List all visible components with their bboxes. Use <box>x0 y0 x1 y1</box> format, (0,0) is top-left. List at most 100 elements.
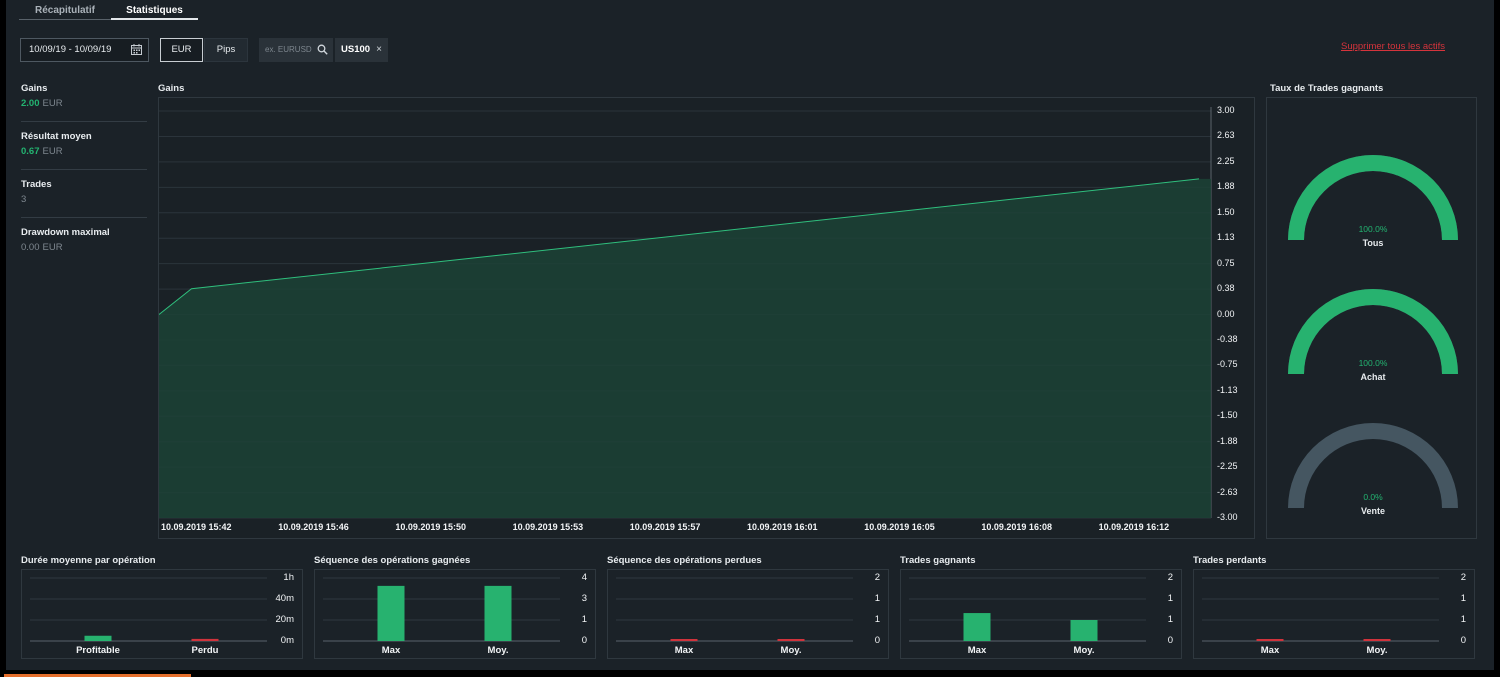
main-chart-title: Gains <box>158 83 185 94</box>
mini-y-tick: 1 <box>1167 593 1173 604</box>
x-tick-label: 10.09.2019 16:01 <box>747 522 818 532</box>
stat-value: 2.00 EUR <box>21 98 63 109</box>
x-tick-label: 10.09.2019 15:46 <box>278 522 349 532</box>
mini-bar <box>84 635 112 641</box>
gauge-percent: 100.0% <box>1358 358 1388 368</box>
mini-chart-svg <box>909 577 1146 642</box>
stat-unit: EUR <box>42 242 63 253</box>
y-tick-label: -0.75 <box>1217 359 1238 370</box>
mini-chart: 2 1 1 0 Max Moy. <box>900 569 1182 659</box>
y-tick-label: 2.25 <box>1217 155 1235 166</box>
y-tick-label: 0.00 <box>1217 308 1235 319</box>
mini-chart-title: Trades perdants <box>1193 555 1267 566</box>
mini-y-tick: 1h <box>283 572 294 583</box>
x-tick-label: 10.09.2019 15:57 <box>629 522 701 532</box>
date-range-input[interactable]: 10/09/19 - 10/09/19 <box>20 38 149 62</box>
mini-bar <box>1070 620 1098 641</box>
stat-number: 3 <box>21 194 27 205</box>
mini-y-tick: 3 <box>581 593 587 604</box>
gains-area <box>159 178 1211 518</box>
gauge-track <box>1288 423 1458 508</box>
mini-y-tick: 20m <box>275 614 294 625</box>
mini-bar <box>963 613 991 641</box>
close-icon[interactable]: × <box>376 44 382 55</box>
mini-chart-title: Séquence des opérations gagnées <box>314 555 471 566</box>
gains-chart-svg <box>159 107 1212 519</box>
tab-statistiques[interactable]: Statistiques <box>111 0 198 20</box>
mini-bar <box>777 639 805 641</box>
gauge-tous: 100.0% Tous <box>1285 152 1461 256</box>
mini-chart-title: Trades gagnants <box>900 555 976 566</box>
mini-y-tick: 1 <box>1460 614 1466 625</box>
gauge-label: Vente <box>1360 506 1385 516</box>
mini-x-label: Moy. <box>780 645 802 656</box>
gains-line <box>159 178 1200 315</box>
unit-pips-button[interactable]: Pips <box>204 38 248 62</box>
y-tick-label: -1.50 <box>1217 410 1238 421</box>
mini-y-tick: 2 <box>1167 572 1173 583</box>
tab-recapitulatif[interactable]: Récapitulatif <box>19 0 111 20</box>
gauge-label: Tous <box>1362 238 1384 248</box>
progress-accent <box>4 674 191 677</box>
mini-chart-svg <box>616 577 853 642</box>
mini-chart-svg <box>323 577 560 642</box>
y-tick-label: -2.25 <box>1217 461 1238 472</box>
stat-label: Trades <box>21 179 52 190</box>
gauge-percent: 100.0% <box>1358 224 1388 234</box>
stat-value: 0.67 EUR <box>21 146 63 157</box>
mini-y-tick: 0 <box>581 635 587 646</box>
stat-unit: EUR <box>42 146 63 157</box>
stat-item: Drawdown maximal 0.00 EUR <box>21 218 147 266</box>
mini-x-label: Max <box>381 645 401 656</box>
stat-item: Résultat moyen 0.67 EUR <box>21 122 147 170</box>
mini-y-tick: 0m <box>280 635 294 646</box>
y-tick-label: -3.00 <box>1217 512 1238 522</box>
mini-chart: 2 1 1 0 Max Moy. <box>1193 569 1475 659</box>
gauge-fill <box>1288 289 1458 374</box>
remove-all-assets-link[interactable]: Supprimer tous les actifs <box>1341 41 1446 52</box>
asset-search-input[interactable]: ex. EURUSD <box>259 38 333 62</box>
unit-eur-button[interactable]: EUR <box>160 38 203 62</box>
stat-item: Gains 2.00 EUR <box>21 74 147 122</box>
mini-y-tick: 4 <box>581 572 587 583</box>
gains-chart: 3.00 2.63 2.25 1.88 1.50 1.13 0.75 0.38 0.00 -0.3… <box>158 97 1255 539</box>
mini-bar <box>1363 639 1391 641</box>
mini-chart-svg <box>30 577 267 642</box>
mini-y-tick: 0 <box>1460 635 1466 646</box>
mini-bar <box>1256 639 1284 641</box>
y-tick-label: -2.63 <box>1217 486 1238 497</box>
mini-y-tick: 40m <box>275 593 294 604</box>
gauge-percent: 0.0% <box>1363 492 1383 502</box>
stat-number: 0.67 <box>21 146 40 157</box>
gauge-arc-svg <box>1288 155 1458 240</box>
x-tick-label: 10.09.2019 15:50 <box>395 522 466 532</box>
y-tick-label: 3.00 <box>1217 105 1235 115</box>
stat-label: Résultat moyen <box>21 131 92 142</box>
asset-chip-us100: US100 × <box>335 38 388 62</box>
x-tick-label: 10.09.2019 16:05 <box>864 522 935 532</box>
stat-number: 0.00 <box>21 242 40 253</box>
mini-chart-svg <box>1202 577 1439 642</box>
mini-y-tick: 1 <box>874 614 880 625</box>
asset-search-placeholder: ex. EURUSD <box>265 45 312 54</box>
mini-y-tick: 0 <box>1167 635 1173 646</box>
bottom-strip <box>0 672 1500 677</box>
search-icon[interactable] <box>317 44 328 55</box>
mini-x-label: Max <box>1260 645 1280 656</box>
win-rate-title: Taux de Trades gagnants <box>1270 83 1384 94</box>
calendar-icon[interactable] <box>131 44 142 55</box>
gauge-achat: 100.0% Achat <box>1285 286 1461 390</box>
mini-bar <box>377 585 405 641</box>
gauge-label: Achat <box>1360 372 1386 382</box>
statistics-app: Récapitulatif Statistiques 10/09/19 - 10… <box>6 0 1494 670</box>
stat-unit: EUR <box>42 98 63 109</box>
mini-bar <box>191 638 219 641</box>
y-tick-label: 0.75 <box>1217 257 1235 268</box>
mini-y-tick: 2 <box>874 572 880 583</box>
mini-bar <box>670 639 698 641</box>
stat-value: 3 <box>21 194 26 205</box>
mini-x-label: Moy. <box>487 645 509 656</box>
date-range-value: 10/09/19 - 10/09/19 <box>29 44 112 55</box>
gauge-arc-svg <box>1288 289 1458 374</box>
win-rate-panel: 100.0% Tous 100.0% Achat 0.0% Vente <box>1266 97 1477 539</box>
